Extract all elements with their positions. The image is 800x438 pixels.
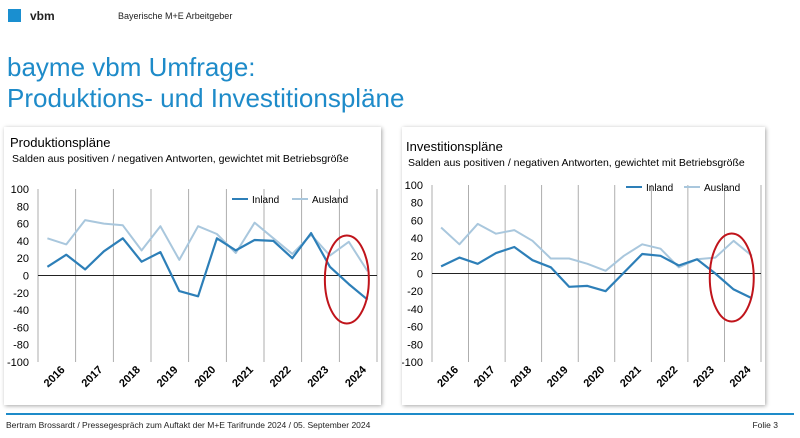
- y-tick-label: 100: [11, 184, 29, 196]
- y-tick-label: -20: [407, 286, 423, 298]
- produktion-chart: Produktionspläne Salden aus positiven / n…: [7, 135, 378, 390]
- x-tick-label: 2019: [155, 364, 181, 390]
- x-tick-label: 2017: [472, 364, 498, 390]
- y-tick-label: 0: [417, 269, 423, 281]
- chart-subtitle: Salden aus positiven / negativen Antwort…: [408, 157, 745, 169]
- y-tick-label: 60: [411, 215, 423, 227]
- slide-title: bayme vbm Umfrage: Produktions- und Inve…: [7, 52, 404, 114]
- x-tick-label: 2022: [268, 364, 294, 390]
- slide-number: Folie 3: [752, 420, 778, 430]
- investition-chart: Investitionspläne Salden aus positiven / …: [402, 139, 762, 390]
- series-line-inland: [46, 231, 369, 301]
- x-tick-label: 2016: [435, 364, 461, 390]
- slide-title-line-1: bayme vbm Umfrage:: [7, 52, 256, 82]
- x-tick-label: 2021: [230, 364, 256, 390]
- y-tick-label: -100: [402, 357, 423, 369]
- chart-title: Investitionspläne: [406, 139, 503, 154]
- y-tick-label: 100: [405, 180, 423, 192]
- footer-divider: [6, 413, 794, 415]
- x-tick-label: 2018: [508, 364, 534, 390]
- x-tick-label: 2017: [79, 364, 105, 390]
- highlight-ellipse: [323, 234, 370, 325]
- y-tick-label: 80: [411, 198, 423, 210]
- y-tick-label: 0: [23, 271, 29, 283]
- legend-label-ausland: Ausland: [312, 195, 348, 206]
- legend-label-inland: Inland: [252, 195, 279, 206]
- chart-panel-produktion: Produktionspläne Salden aus positiven / n…: [4, 127, 381, 405]
- x-tick-label: 2024: [728, 363, 754, 389]
- x-tick-label: 2023: [691, 364, 717, 390]
- vbm-logo-text: vbm: [30, 9, 55, 23]
- y-tick-label: -60: [13, 322, 29, 334]
- x-tick-label: 2022: [655, 364, 681, 390]
- y-tick-label: 20: [411, 251, 423, 263]
- x-tick-label: 2020: [581, 364, 607, 390]
- y-tick-label: 20: [17, 253, 29, 265]
- x-tick-label: 2021: [618, 364, 644, 390]
- chart-title: Produktionspläne: [10, 135, 110, 150]
- legend-label-ausland: Ausland: [704, 183, 740, 194]
- x-tick-label: 2016: [42, 364, 68, 390]
- y-tick-label: -100: [7, 357, 29, 369]
- slide-title-line-2: Produktions- und Investitionspläne: [7, 83, 405, 113]
- series-line-ausland: [440, 222, 753, 272]
- highlight-ellipse: [708, 232, 755, 323]
- y-tick-label: -80: [407, 339, 423, 351]
- y-tick-label: 80: [17, 201, 29, 213]
- y-tick-label: -40: [407, 304, 423, 316]
- y-tick-label: -40: [13, 305, 29, 317]
- y-tick-label: -60: [407, 322, 423, 334]
- x-tick-label: 2024: [343, 363, 369, 389]
- y-tick-label: 60: [17, 219, 29, 231]
- y-tick-label: 40: [17, 236, 29, 248]
- series-line-ausland: [47, 219, 369, 272]
- x-tick-label: 2023: [305, 364, 331, 390]
- chart-panel-investition: Investitionspläne Salden aus positiven / …: [402, 127, 765, 405]
- legend-label-inland: Inland: [646, 183, 673, 194]
- x-tick-label: 2019: [545, 364, 571, 390]
- series-line-inland: [440, 245, 753, 300]
- chart-subtitle: Salden aus positiven / negativen Antwort…: [12, 153, 349, 165]
- y-tick-label: 40: [411, 233, 423, 245]
- y-tick-label: -80: [13, 340, 29, 352]
- footer-text: Bertram Brossardt / Pressegespräch zum A…: [6, 420, 371, 430]
- organization-name: Bayerische M+E Arbeitgeber: [118, 11, 233, 21]
- x-tick-label: 2018: [117, 364, 143, 390]
- x-tick-label: 2020: [192, 364, 218, 390]
- vbm-logo-mark: [8, 9, 21, 22]
- y-tick-label: -20: [13, 288, 29, 300]
